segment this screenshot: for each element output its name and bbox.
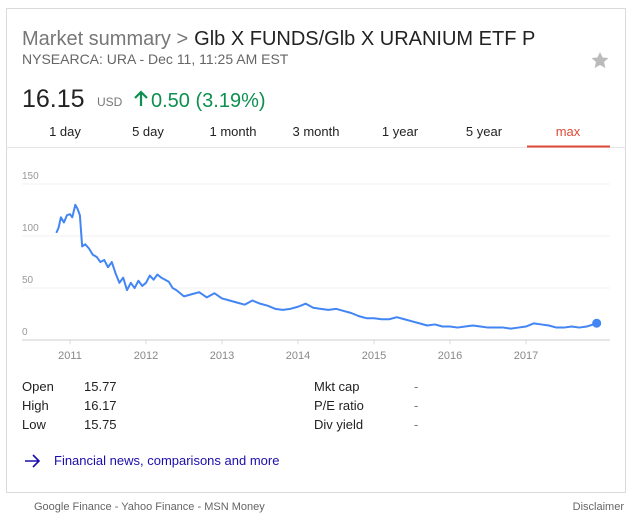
tabs: 1 day 5 day 1 month 3 month 1 year 5 year max bbox=[49, 124, 610, 148]
star-button[interactable] bbox=[591, 52, 609, 68]
stat-label: Mkt cap bbox=[314, 379, 360, 394]
stat-label: P/E ratio bbox=[314, 398, 364, 413]
stat-value: - bbox=[414, 417, 418, 432]
x-tick-label: 2014 bbox=[286, 350, 310, 362]
x-tick-label: 2015 bbox=[362, 350, 386, 362]
link-arrow bbox=[25, 454, 41, 468]
x-tick-label: 2011 bbox=[58, 350, 82, 362]
tab[interactable]: 1 year bbox=[382, 124, 419, 139]
currency: USD bbox=[97, 95, 123, 109]
stat-value: 16.17 bbox=[84, 398, 117, 413]
y-tick-label: 50 bbox=[22, 275, 34, 286]
change: 0.50 (3.19%) bbox=[151, 90, 266, 112]
last-point bbox=[592, 318, 602, 328]
tab[interactable]: 1 month bbox=[210, 124, 257, 139]
tab[interactable]: 1 day bbox=[49, 124, 81, 139]
x-tick-label: 2012 bbox=[134, 350, 158, 362]
tab[interactable]: 3 month bbox=[293, 124, 340, 139]
stat-value: 15.75 bbox=[84, 417, 117, 432]
tab[interactable]: 5 day bbox=[132, 124, 164, 139]
disclaimer[interactable]: Disclaimer bbox=[573, 501, 625, 513]
title: Market summary > Glb X FUNDS/Glb X URANIU… bbox=[22, 28, 535, 50]
price: 16.15 bbox=[22, 85, 85, 113]
fund-name: Glb X FUNDS/Glb X URANIUM ETF P bbox=[194, 28, 535, 50]
y-tick-label: 100 bbox=[22, 223, 39, 234]
x-tick-label: 2017 bbox=[514, 350, 538, 362]
y-tick-label: 0 bbox=[22, 327, 28, 338]
up-arrow bbox=[134, 90, 148, 106]
stat-value: - bbox=[414, 379, 418, 394]
subtitle: NYSEARCA: URA - Dec 11, 11:25 AM EST bbox=[22, 51, 289, 67]
tab[interactable]: 5 year bbox=[466, 124, 503, 139]
price-line bbox=[55, 203, 597, 330]
breadcrumb: Market summary > bbox=[22, 28, 188, 50]
stat-label: Open bbox=[22, 379, 54, 394]
footer-sources[interactable]: Google Finance - Yahoo Finance - MSN Mon… bbox=[34, 501, 265, 513]
x-tick-label: 2013 bbox=[210, 350, 234, 362]
stat-label: Low bbox=[22, 417, 46, 432]
stat-label: Div yield bbox=[314, 417, 363, 432]
tab[interactable]: max bbox=[556, 124, 581, 139]
stats: Open 15.77 Mkt cap - High 16.17 P/E ratio - Low 1… bbox=[22, 379, 418, 432]
stat-value: - bbox=[414, 398, 418, 413]
y-tick-label: 150 bbox=[22, 171, 39, 182]
stat-value: 15.77 bbox=[84, 379, 117, 394]
stat-label: High bbox=[22, 398, 49, 413]
x-tick-label: 2016 bbox=[438, 350, 462, 362]
card bbox=[6, 8, 626, 493]
news-link[interactable]: Financial news, comparisons and more bbox=[54, 453, 279, 468]
chart: 0 50 100 150 2011 2012 2013 2014 2015 2016 2017 bbox=[22, 171, 610, 362]
